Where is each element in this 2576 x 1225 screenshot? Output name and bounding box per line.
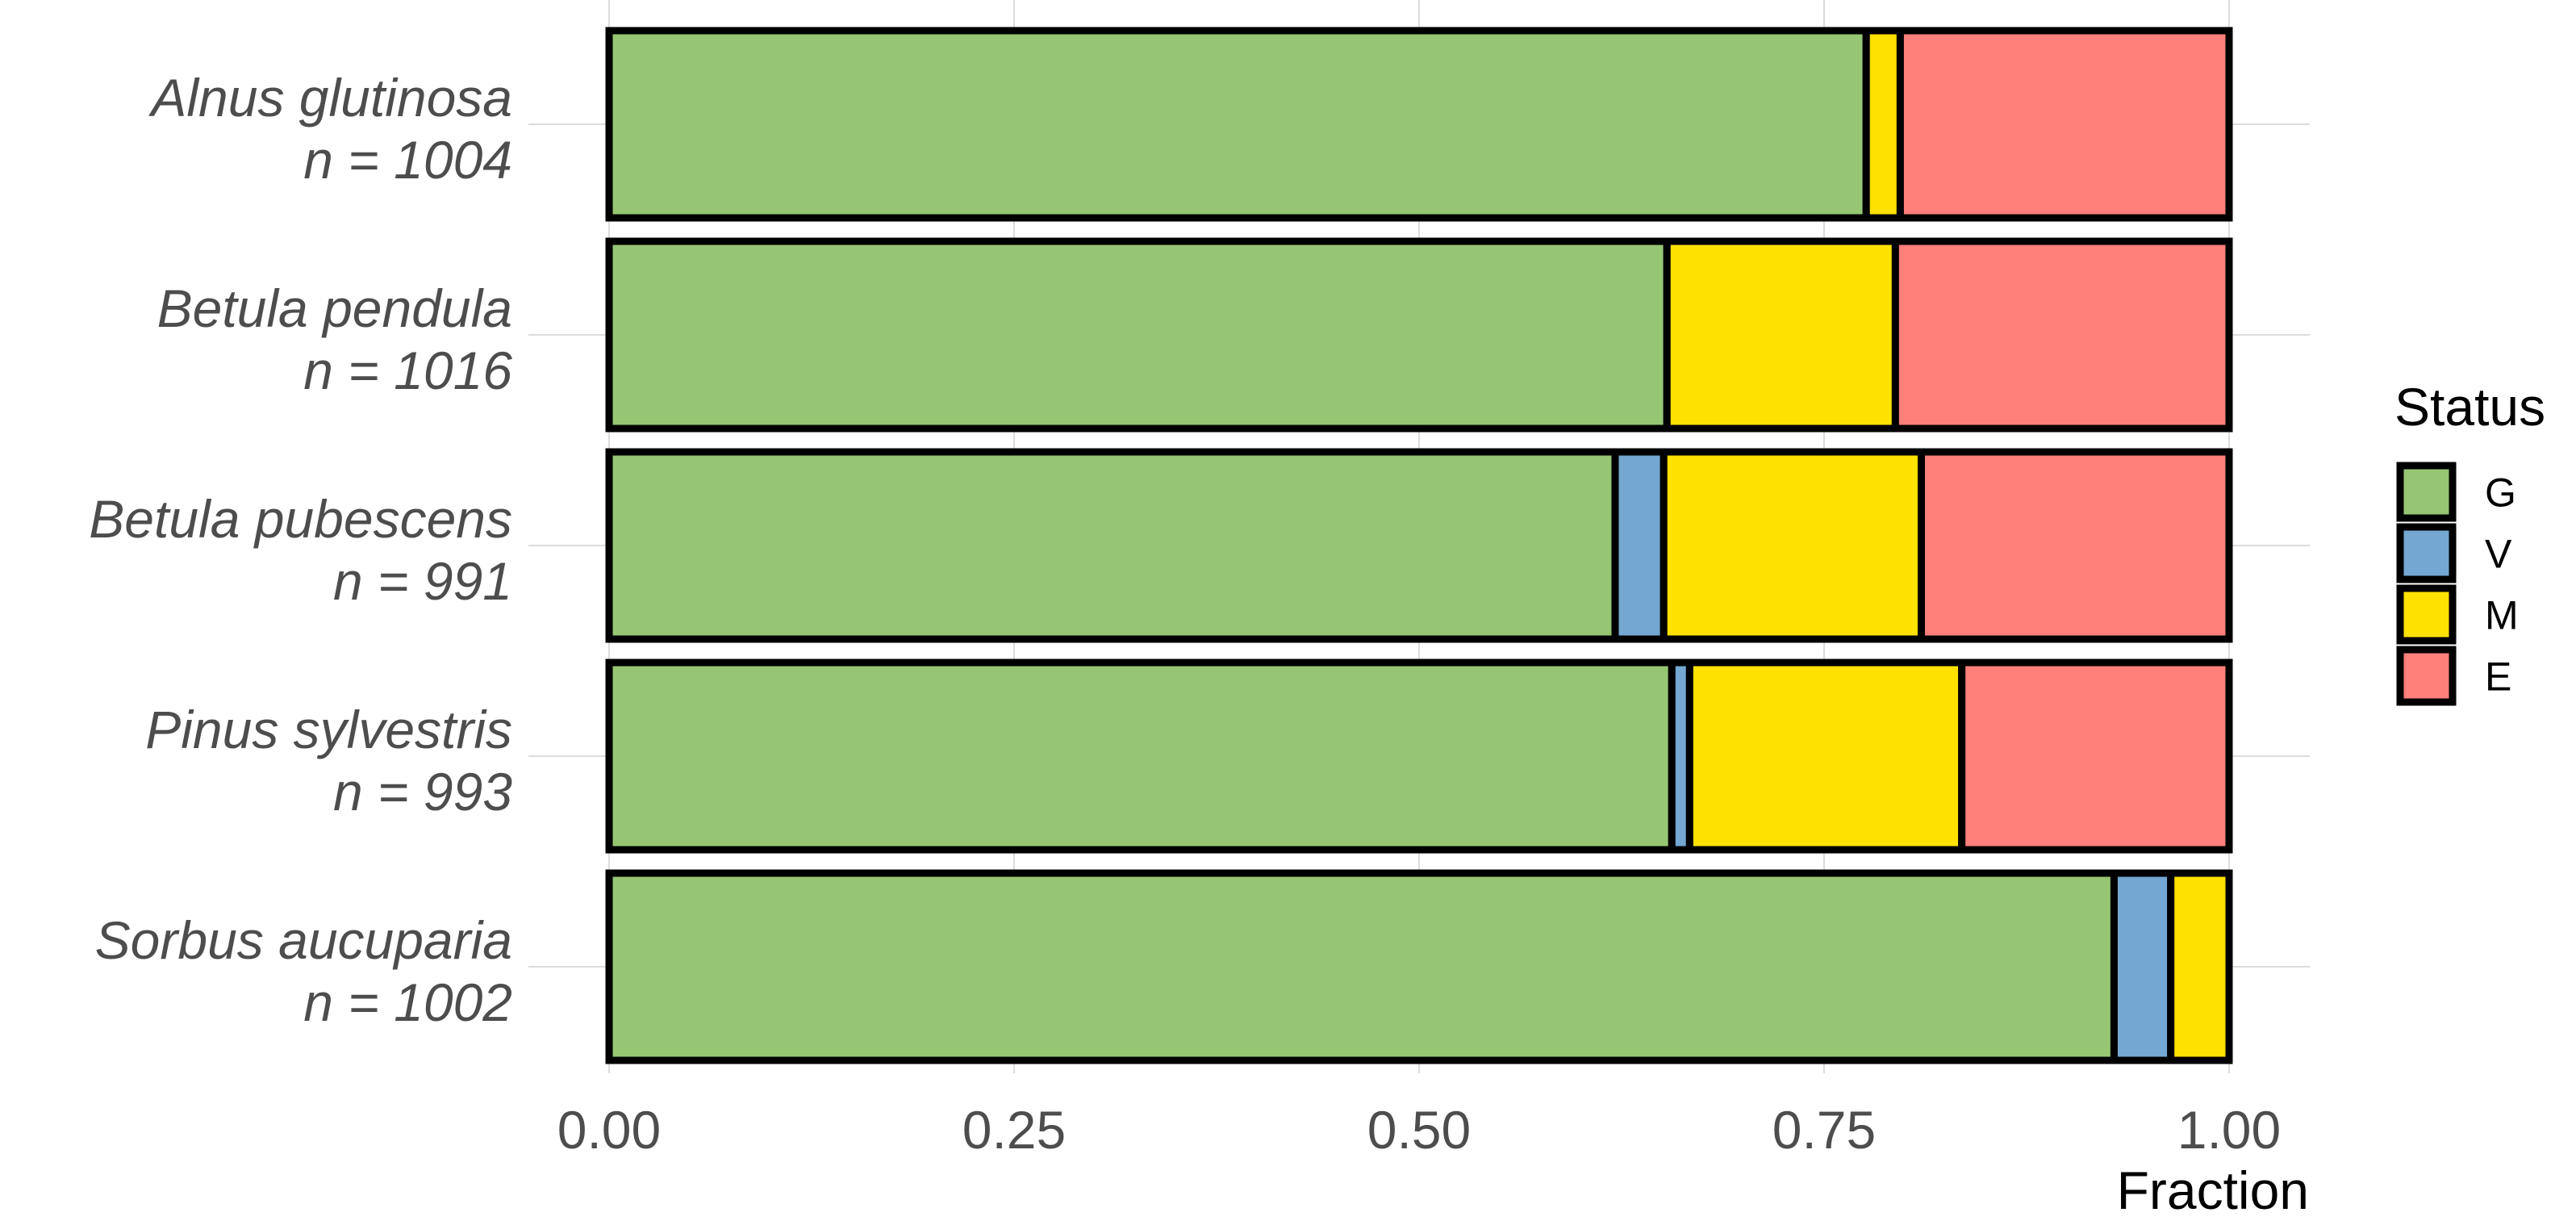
bar-sorbus-aucuparia-V [2110, 869, 2175, 1064]
category-label-species: Sorbus aucuparia [95, 910, 512, 970]
legend-key-V [2396, 523, 2457, 583]
bar-betula-pendula-M [1663, 237, 1899, 433]
bar-alnus-glutinosa-G [605, 27, 1870, 222]
x-tick-label: 0.75 [1772, 1100, 1876, 1160]
bar-alnus-glutinosa-M [1862, 27, 1904, 222]
legend-label-M: M [2485, 593, 2519, 638]
bar-sorbus-aucuparia-G [605, 869, 2118, 1064]
legend-key-M [2396, 584, 2457, 645]
x-tick-label: 0.50 [1367, 1100, 1471, 1160]
legend-label-E: E [2485, 654, 2511, 700]
category-label-species: Alnus glutinosa [148, 68, 512, 128]
category-label-species: Betula pendula [157, 278, 512, 338]
category-label-species: Pinus sylvestris [145, 700, 512, 759]
bar-betula-pubescens-M [1660, 448, 1925, 643]
bar-pinus-sylvestris-G [605, 658, 1676, 854]
category-label-n: n = 991 [333, 551, 512, 611]
bar-pinus-sylvestris-E [1958, 658, 2233, 854]
legend-label-V: V [2485, 532, 2512, 577]
category-label-species: Betula pubescens [89, 489, 512, 549]
x-tick-label: 0.25 [962, 1100, 1066, 1160]
category-label-n: n = 1004 [303, 130, 512, 190]
category-label-n: n = 1016 [303, 341, 512, 400]
x-tick-label: 1.00 [2177, 1100, 2281, 1160]
bar-betula-pubescens-G [605, 448, 1619, 643]
bar-sorbus-aucuparia-M [2167, 869, 2233, 1064]
x-axis-ticks: 0.00 0.25 0.50 0.75 1.00 [557, 1100, 2281, 1160]
legend-key-E [2396, 646, 2457, 706]
bar-betula-pendula-G [605, 237, 1671, 433]
bar-alnus-glutinosa-E [1896, 27, 2233, 222]
legend-label-G: G [2485, 470, 2516, 516]
category-label-n: n = 993 [333, 762, 512, 822]
bar-betula-pubescens-E [1917, 448, 2233, 643]
bar-betula-pendula-E [1891, 237, 2233, 433]
bars-layer [605, 27, 2233, 1064]
category-label-n: n = 1002 [303, 972, 512, 1032]
legend-title: Status [2394, 377, 2545, 437]
x-axis-title: Fraction [2117, 1160, 2309, 1220]
x-tick-label: 0.00 [557, 1100, 661, 1160]
bar-pinus-sylvestris-M [1685, 658, 1966, 854]
bar-betula-pubescens-V [1611, 448, 1668, 643]
legend-key-G [2396, 462, 2457, 522]
